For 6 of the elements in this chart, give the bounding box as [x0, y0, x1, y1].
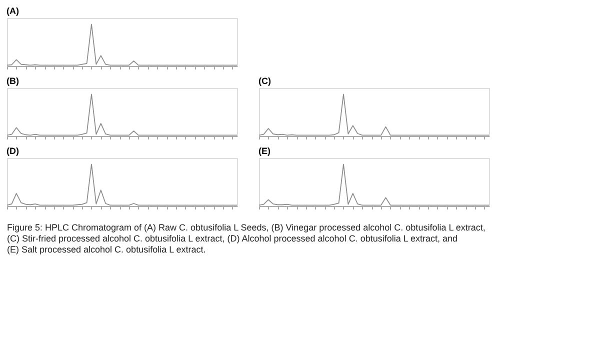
chart-title: (D) — [6, 146, 19, 156]
chart-title: (A) — [6, 6, 19, 16]
chart-title: (E) — [258, 146, 270, 156]
chart-title: (C) — [258, 76, 271, 86]
caption: Figure 5: HPLC Chromatogram of (A) Raw C. obtusifolia L Seeds, (B) Vinegar processed alcohol C. obtusifolia L extract, (C) Stir-fried processed alcohol C. obtusifolia L extract, (D) Alcohol processed alcohol C. obtusifolia L extract, and (E) Salt processed alcohol C. obtusifolia L extract. — [7, 222, 486, 254]
chart-title: (B) — [6, 76, 19, 86]
